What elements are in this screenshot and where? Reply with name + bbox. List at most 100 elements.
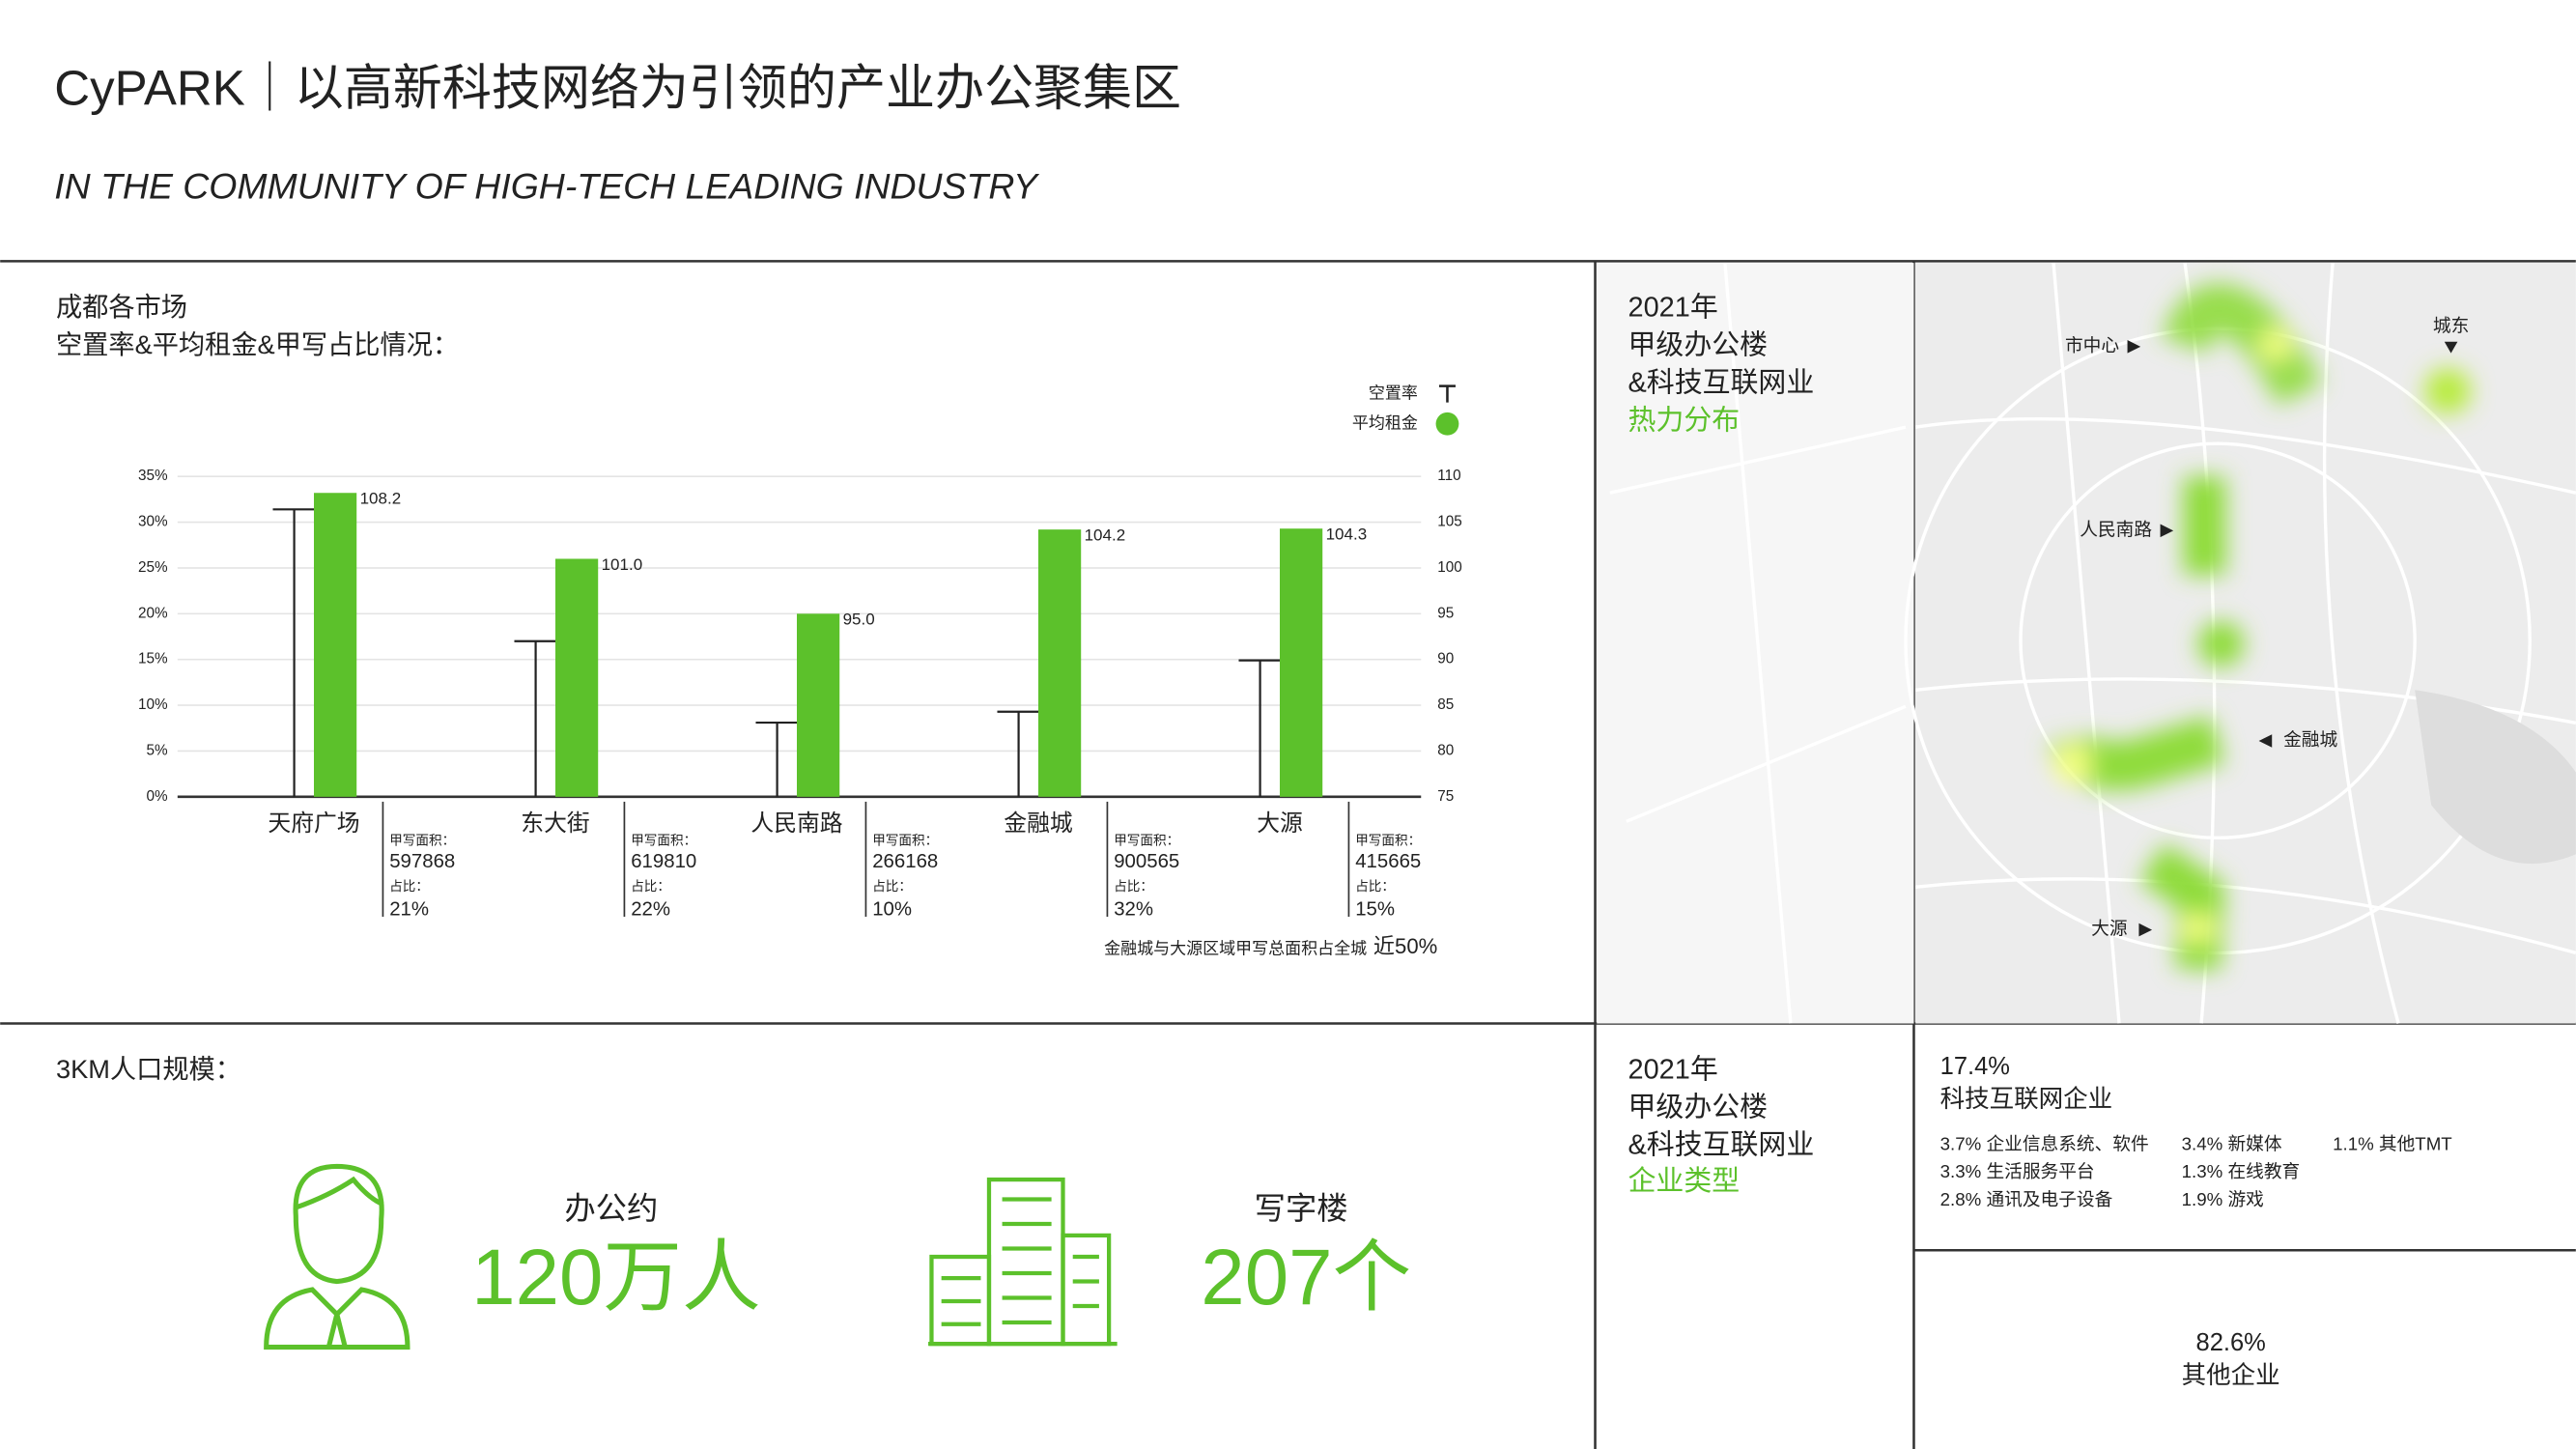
caption: &科技互联网业 (1628, 1130, 1815, 1161)
y-tick-label: 5% (147, 743, 169, 759)
share-label: 占比： (872, 879, 912, 894)
title: CyPARK｜以高新科技网络为引领的产业办公聚集区 (54, 61, 1181, 116)
building-icon (928, 1177, 1118, 1347)
year: 2021年 (1628, 1054, 1718, 1085)
place: 金融城 (2283, 729, 2337, 750)
caption: 热力分布 (1628, 406, 1741, 437)
item: 1.3% 在线教育 (2182, 1161, 2301, 1181)
item: 2.8% 通讯及电子设备 (1940, 1189, 2113, 1209)
y2-tick-label: 80 (1437, 743, 1454, 759)
map-area (2415, 690, 2576, 865)
vacancy-mark (755, 721, 797, 797)
share-label: 占比： (1355, 879, 1395, 894)
caption: 甲级办公楼 (1628, 1093, 1769, 1123)
y2-tick-label: 75 (1437, 788, 1454, 805)
item: 3.7% 企业信息系统、软件 (1940, 1133, 2149, 1153)
item: 3.3% 生活服务平台 (1940, 1161, 2095, 1181)
chart: 0% 5% 10% 15% 20% 25% 30% 35% 75 80 85 90 95 100 105 11… (138, 384, 1462, 958)
person-icon (264, 1163, 410, 1350)
vacancy-mark (997, 710, 1038, 797)
item: 1.9% 游戏 (2182, 1189, 2264, 1209)
share-value: 10% (872, 899, 912, 921)
legend-swatch (1435, 412, 1459, 436)
rent-bar (1037, 529, 1082, 797)
rent-bar (554, 558, 599, 797)
vacancy-mark (1238, 659, 1280, 797)
y2-tick-label: 100 (1437, 559, 1462, 576)
map-bg (1915, 263, 2576, 1024)
rent-bar (1279, 528, 1323, 797)
industry-caption: 2021年 甲级办公楼 &科技互联网业 企业类型 (1628, 1054, 1815, 1197)
y-tick-label: 25% (138, 559, 168, 576)
label: 办公约 (564, 1191, 658, 1226)
share-value: 21% (389, 899, 429, 921)
share-value: 22% (631, 899, 670, 921)
items: 3.7% 企业信息系统、软件 3.4% 新媒体 1.1% 其他TMT 3.3% 生活服… (1940, 1133, 2452, 1209)
y-tick-label: 35% (138, 468, 168, 484)
rent-bar (313, 493, 357, 797)
x-tick-label: 人民南路 (750, 810, 842, 837)
y2-tick-label: 85 (1437, 696, 1454, 713)
place: 人民南路 (2080, 519, 2152, 539)
rent-bar (796, 613, 840, 797)
map-bg (1597, 263, 1914, 1024)
caption: 企业类型 (1628, 1166, 1741, 1197)
y2-tick-label: 110 (1437, 468, 1460, 484)
y2-tick-label: 90 (1437, 651, 1454, 668)
area-label: 甲写面积： (389, 833, 455, 847)
item: 1.1% 其他TMT (2333, 1133, 2452, 1153)
value-label: 95.0 (843, 611, 875, 629)
area-label: 甲写面积： (872, 833, 938, 847)
value-label: 104.3 (1326, 525, 1368, 543)
value-label: 108.2 (360, 490, 402, 508)
note-highlight: 近50% (1373, 934, 1437, 958)
area-value: 266168 (872, 851, 938, 872)
chart-title: 成都各市场 (56, 292, 187, 322)
legend-label: 平均租金 (1352, 413, 1418, 432)
place: 城东 (2433, 315, 2469, 335)
subtitle: IN THE COMMUNITY OF HIGH-TECH LEADING IN… (54, 165, 1040, 206)
vacancy-mark (514, 639, 555, 797)
share: 17.4% (1940, 1053, 2010, 1080)
share-label: 其他企业 (2182, 1362, 2280, 1389)
value-label: 101.0 (602, 555, 643, 574)
place: 大源 (2091, 919, 2128, 939)
caption: &科技互联网业 (1628, 368, 1815, 399)
year: 2021年 (1628, 292, 1718, 323)
share-label: 占比： (1114, 879, 1153, 894)
legend-label: 空置率 (1369, 384, 1418, 403)
y-tick-label: 20% (138, 605, 168, 621)
area-value: 415665 (1355, 851, 1421, 872)
legend-swatch (1438, 384, 1456, 403)
area-value: 619810 (631, 851, 696, 872)
item: 3.4% 新媒体 (2182, 1133, 2282, 1153)
area-value: 900565 (1114, 851, 1179, 872)
vacancy-mark (272, 508, 314, 797)
value-label: 104.2 (1085, 526, 1126, 544)
x-tick-label: 金融城 (1004, 810, 1073, 837)
share-label: 占比： (631, 879, 670, 894)
place: 市中心 (2065, 335, 2119, 355)
y-tick-label: 30% (138, 514, 168, 530)
share-label: 占比： (389, 879, 429, 894)
value: 207个 (1201, 1234, 1411, 1321)
y-tick-label: 0% (147, 788, 169, 805)
area-label: 甲写面积： (631, 833, 696, 847)
places: 市中心 城东 人民南路 金融城 大源 (2065, 315, 2469, 938)
area-value: 597868 (389, 851, 455, 872)
share-label: 科技互联网企业 (1940, 1086, 2113, 1113)
y2-tick-label: 105 (1437, 514, 1462, 530)
label: 写字楼 (1255, 1191, 1348, 1226)
share-value: 15% (1355, 899, 1395, 921)
x-tick-label: 天府广场 (268, 810, 359, 837)
y-tick-label: 10% (138, 696, 168, 713)
x-tick-label: 东大街 (521, 810, 589, 837)
value: 120万人 (471, 1234, 760, 1321)
pop-title: 3KM人口规模： (56, 1054, 241, 1084)
y-tick-label: 15% (138, 651, 168, 668)
heat-caption: 2021年 甲级办公楼 &科技互联网业 热力分布 (1628, 292, 1815, 436)
share-value: 32% (1114, 899, 1153, 921)
chart-subtitle: 空置率&平均租金&甲写占比情况： (56, 329, 459, 359)
y2-tick-label: 95 (1437, 605, 1454, 621)
